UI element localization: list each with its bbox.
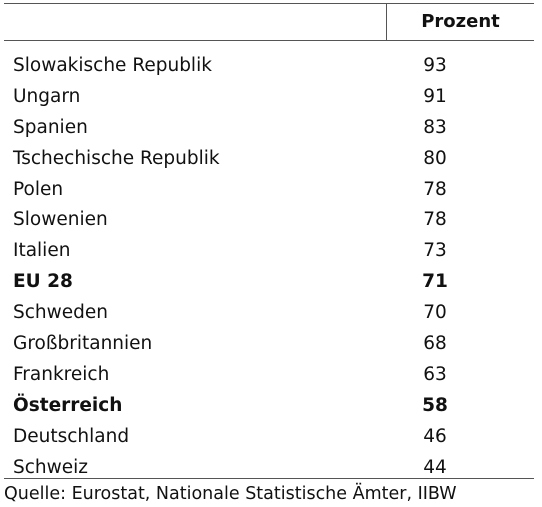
value-cell: 58 — [422, 394, 448, 416]
country-cell: Tschechische Republik — [13, 147, 220, 169]
table-row: Österreich 58 — [4, 391, 534, 422]
table-row: Frankreich 63 — [4, 360, 534, 391]
country-cell: Slowakische Republik — [13, 55, 212, 76]
value-cell: 83 — [423, 116, 447, 138]
country-cell: Italien — [13, 240, 71, 262]
table-row: Deutschland 46 — [4, 422, 534, 453]
country-cell: Deutschland — [13, 425, 130, 447]
value-cell: 63 — [423, 363, 447, 385]
table-row: Ungarn 91 — [4, 82, 534, 113]
column-divider — [386, 4, 387, 41]
country-cell: Spanien — [13, 116, 88, 138]
table-row: Polen 78 — [4, 175, 534, 206]
table-row: Schweden 70 — [4, 298, 534, 329]
table-body: Slowakische Republik 93 Ungarn 91 Spanien 83 T… — [4, 51, 534, 483]
value-cell: 78 — [423, 178, 447, 200]
value-cell: 93 — [423, 55, 447, 76]
value-cell: 68 — [423, 333, 447, 355]
country-cell: Frankreich — [13, 363, 110, 385]
value-cell: 91 — [423, 85, 447, 107]
country-cell: Slowenien — [13, 209, 108, 231]
value-cell: 46 — [423, 425, 447, 447]
value-cell: 44 — [423, 456, 447, 478]
country-cell: Großbritannien — [13, 333, 153, 355]
table-row: Schweiz 44 — [4, 453, 534, 484]
country-cell: EU 28 — [13, 271, 73, 293]
table-row: Tschechische Republik 80 — [4, 144, 534, 175]
country-cell: Österreich — [13, 394, 123, 416]
data-table: Prozent Slowakische Republik 93 Ungarn 91 Sp… — [4, 3, 534, 479]
country-cell: Schweiz — [13, 456, 89, 478]
table-row: EU 28 71 — [4, 267, 534, 298]
value-cell: 73 — [423, 240, 447, 262]
table-row: Slowakische Republik 93 — [4, 51, 534, 82]
table-row: Italien 73 — [4, 236, 534, 267]
value-cell: 70 — [423, 302, 447, 324]
value-cell: 71 — [422, 271, 448, 293]
table-row: Slowenien 78 — [4, 205, 534, 236]
table-header-row: Prozent — [4, 4, 534, 41]
value-cell: 78 — [423, 209, 447, 231]
table-row: Spanien 83 — [4, 113, 534, 144]
country-cell: Schweden — [13, 302, 109, 324]
header-prozent: Prozent — [421, 11, 500, 32]
value-cell: 80 — [423, 147, 447, 169]
country-cell: Ungarn — [13, 85, 81, 107]
source-note: Quelle: Eurostat, Nationale Statistische… — [4, 484, 457, 504]
table-row: Großbritannien 68 — [4, 329, 534, 360]
country-cell: Polen — [13, 178, 64, 200]
